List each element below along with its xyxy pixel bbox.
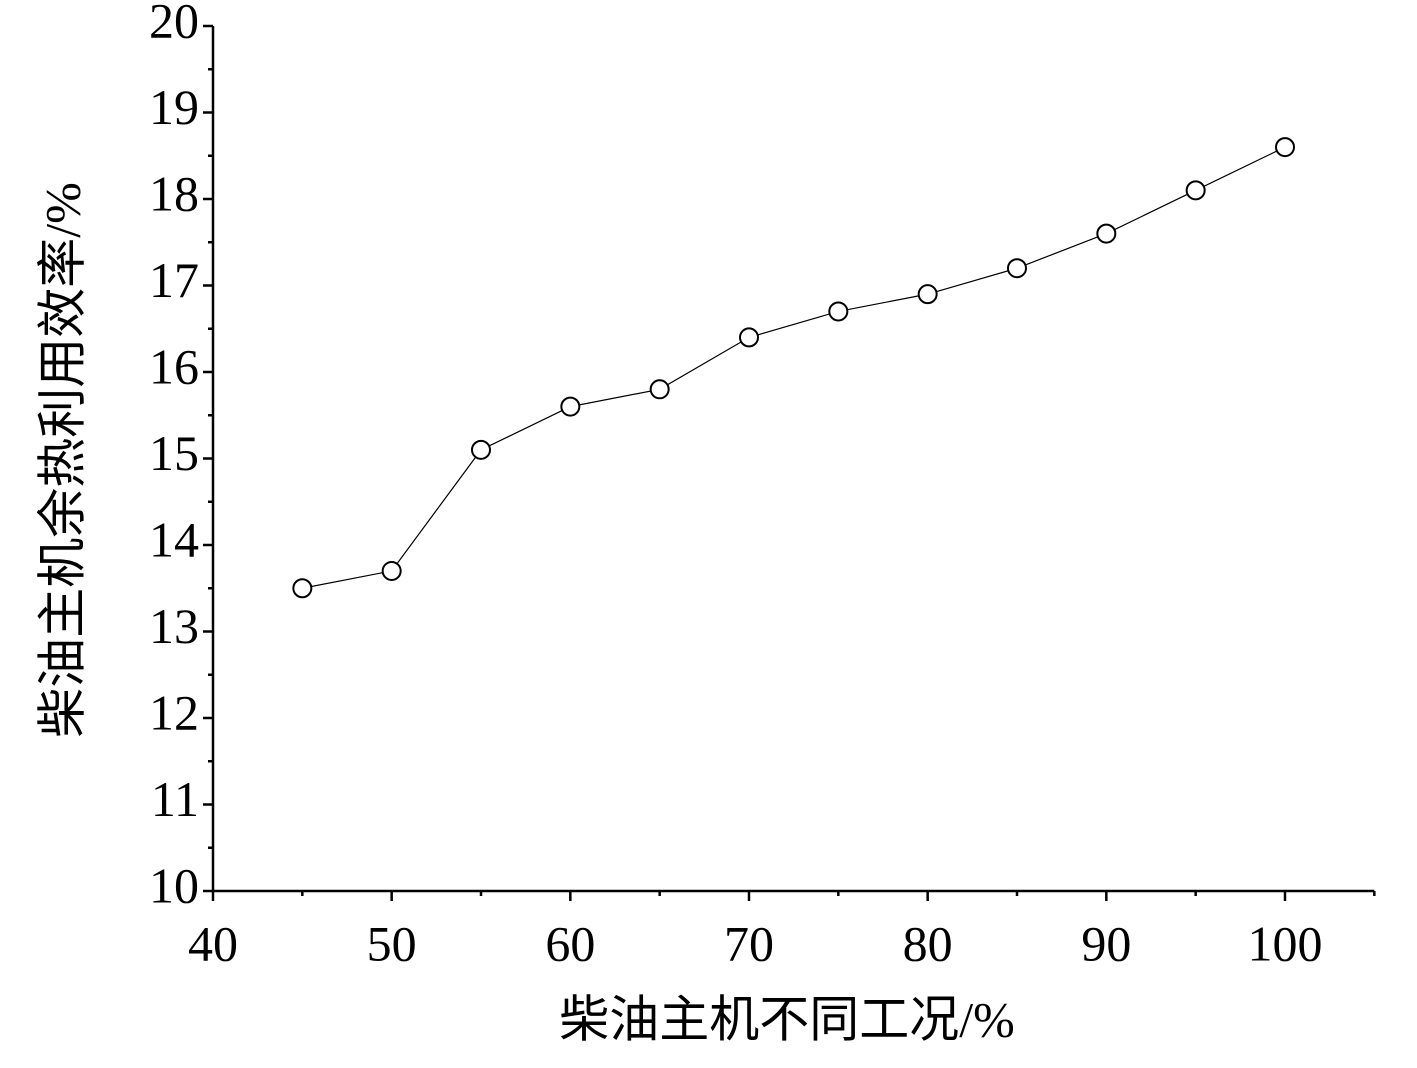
- x-tick-label: 50: [367, 915, 417, 971]
- y-axis-label: 柴油主机余热利用效率/%: [34, 182, 90, 738]
- data-point: [1275, 137, 1295, 158]
- data-point: [560, 396, 581, 417]
- x-tick-label: 90: [1081, 915, 1131, 971]
- data-point: [828, 301, 849, 322]
- x-tick-label: 80: [903, 915, 953, 971]
- y-tick-label: 10: [149, 857, 199, 913]
- y-tick-label: 13: [149, 598, 199, 654]
- x-tick-label: 40: [188, 915, 238, 971]
- data-point: [1185, 180, 1206, 201]
- data-line: [302, 146, 1286, 589]
- data-point: [917, 284, 938, 305]
- x-axis-label: 柴油主机不同工况/%: [559, 991, 1015, 1047]
- data-point: [471, 439, 491, 460]
- data-point: [739, 327, 759, 348]
- x-tick-label: 60: [545, 915, 595, 971]
- y-tick-label: 16: [149, 338, 199, 394]
- y-tick-label: 11: [151, 771, 199, 827]
- x-tick-label: 70: [724, 915, 774, 971]
- data-point: [649, 379, 670, 400]
- y-tick-label: 17: [149, 252, 199, 308]
- data-point: [292, 578, 313, 599]
- data-point: [1007, 258, 1027, 279]
- y-tick-label: 12: [149, 684, 199, 740]
- y-tick-label: 15: [149, 425, 199, 481]
- y-tick-label: 14: [149, 511, 199, 567]
- data-point: [1096, 223, 1117, 244]
- y-tick-label: 20: [149, 0, 199, 48]
- data-point: [381, 560, 402, 581]
- y-tick-label: 18: [149, 165, 199, 221]
- x-tick-label: 100: [1248, 915, 1323, 971]
- y-tick-label: 19: [149, 79, 199, 135]
